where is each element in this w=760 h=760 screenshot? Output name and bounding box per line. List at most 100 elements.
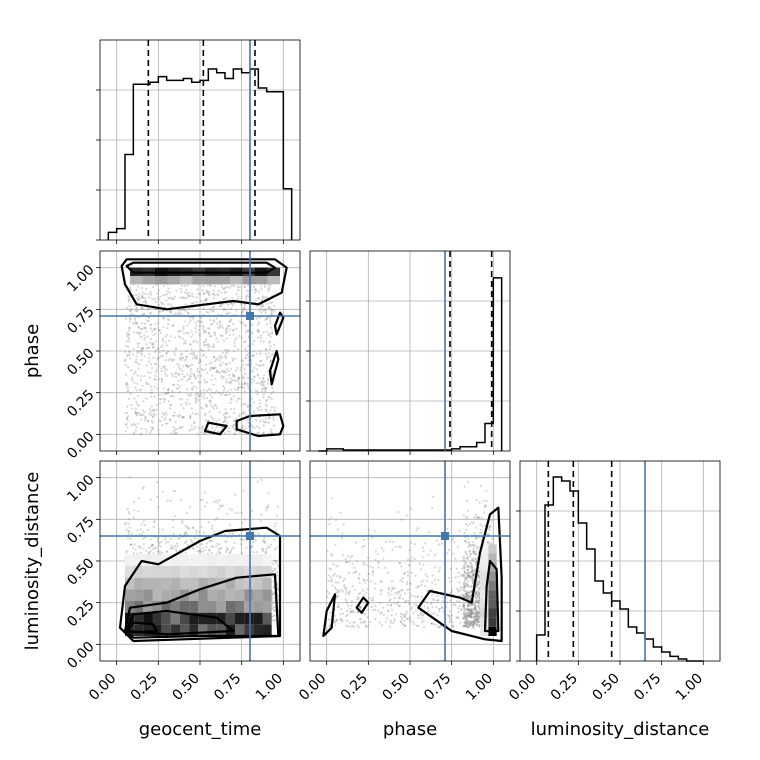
scatter-point [245,289,248,292]
scatter-point [431,506,434,510]
scatter-point [135,355,138,358]
scatter-point [327,518,330,521]
scatter-point [273,409,277,412]
scatter-point [174,375,178,378]
scatter-point [152,552,155,555]
scatter-point [184,401,188,404]
scatter-point [185,363,188,366]
scatter-point [402,623,405,626]
scatter-point [273,304,276,308]
scatter-point [450,614,453,617]
scatter-point [160,377,163,381]
scatter-point [226,330,229,333]
scatter-point [337,564,340,568]
scatter-point [272,390,275,393]
density-cell [253,601,263,613]
scatter-point [190,363,194,366]
scatter-point [246,384,249,387]
scatter-point [160,367,163,370]
scatter-point [155,408,159,411]
scatter-point [259,352,262,355]
scatter-point [266,355,269,359]
density-cell [130,276,143,285]
scatter-point [177,363,181,366]
scatter-point [181,337,184,340]
scatter-point [145,397,148,400]
scatter-point [144,415,147,418]
scatter-point [210,527,214,530]
density-cell [253,589,263,601]
scatter-point [358,617,362,621]
scatter-point [177,537,181,540]
scatter-point [190,539,193,542]
scatter-point [475,498,478,501]
scatter-point [256,373,260,376]
scatter-point [178,311,181,314]
scatter-point [201,289,204,292]
scatter-point [128,304,131,308]
scatter-point [183,359,186,362]
scatter-point [167,391,170,394]
scatter-point [262,432,265,435]
scatter-point [161,337,164,341]
scatter-point [265,403,268,406]
scatter-point [157,303,160,306]
scatter-point [181,415,184,419]
scatter-point [251,354,255,358]
scatter-point [212,343,215,346]
scatter-point [165,374,168,378]
density-cell [262,601,272,613]
scatter-point [180,403,183,406]
scatter-point [273,548,276,551]
scatter-point [490,519,493,522]
scatter-point [123,359,127,363]
scatter-point [185,350,188,353]
scatter-point [147,346,150,349]
scatter-point [194,377,197,380]
scatter-point [177,312,180,315]
scatter-point [233,341,236,345]
scatter-point [154,370,158,374]
scatter-point [148,353,151,356]
scatter-point [472,617,475,620]
scatter-point [465,499,469,503]
scatter-point [467,541,471,544]
scatter-point [267,421,270,424]
scatter-point [371,609,374,612]
scatter-point [214,545,218,548]
scatter-point [348,560,351,563]
scatter-point [383,566,386,569]
scatter-point [137,367,140,370]
scatter-point [265,317,268,320]
scatter-point [127,340,130,343]
scatter-point [164,392,167,395]
scatter-point [228,523,231,526]
scatter-point [258,405,262,408]
scatter-point [258,420,262,423]
scatter-point [331,497,334,500]
scatter-point [162,326,165,329]
scatter-point [161,317,165,320]
scatter-point [213,284,217,288]
scatter-point [149,385,152,388]
scatter-point [230,379,233,382]
scatter-point [204,298,207,302]
scatter-point [477,587,481,590]
scatter-point [132,509,135,512]
scatter-point [193,375,196,378]
scatter-point [150,413,153,417]
scatter-point [229,381,232,384]
scatter-point [229,318,233,321]
scatter-point [208,362,211,365]
scatter-point [433,623,436,626]
scatter-point [145,343,148,346]
scatter-point [196,288,199,291]
scatter-point [127,294,130,298]
scatter-point [259,408,262,411]
scatter-point [386,604,389,607]
scatter-point [380,611,383,614]
scatter-point [132,422,135,425]
scatter-point [131,376,134,379]
scatter-point [263,539,266,542]
scatter-point [394,591,397,595]
